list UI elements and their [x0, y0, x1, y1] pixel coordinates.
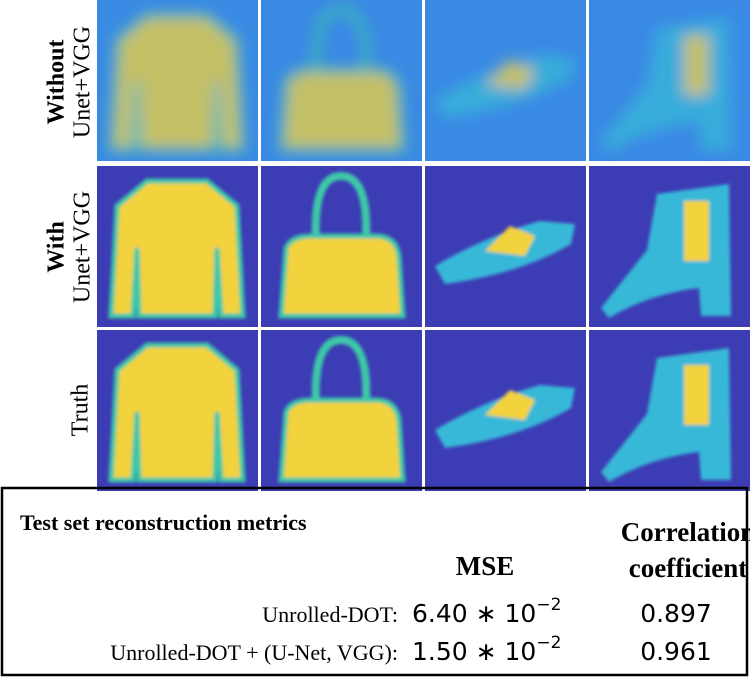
image-cell	[425, 0, 586, 161]
row-label: With	[44, 221, 70, 273]
method: Unrolled-DOT + (U-Net, VGG):	[110, 640, 398, 665]
image-cell	[589, 0, 750, 161]
bag	[281, 70, 403, 150]
mse-exponent: −2	[536, 633, 561, 653]
cell-content	[111, 15, 243, 150]
bag	[281, 400, 403, 480]
image-cell	[97, 330, 258, 491]
table-title: Test set reconstruction metrics	[20, 510, 307, 535]
boot-panel	[684, 201, 709, 261]
page: Without Unet+VGG With Unet+VGG Truth Tes…	[0, 0, 750, 677]
row-labels: Without Unet+VGG With Unet+VGG Truth	[44, 26, 96, 436]
jacket	[111, 345, 243, 480]
image-cell	[425, 330, 586, 491]
image-cell	[261, 0, 422, 161]
column-header: MSE	[456, 551, 515, 581]
mse-base: 6.40 ∗ 10	[412, 599, 536, 628]
mse: 1.50 ∗ 10−2	[412, 633, 561, 666]
cell-content	[111, 345, 243, 480]
row-label: Truth	[68, 384, 94, 436]
image-cell	[97, 0, 258, 161]
image-grid	[97, 0, 750, 491]
image-cell	[97, 166, 258, 327]
image-cell	[261, 330, 422, 491]
row-label: Without	[44, 40, 70, 125]
row-label: Unet+VGG	[70, 191, 96, 303]
figure: Without Unet+VGG With Unet+VGG Truth Tes…	[0, 0, 750, 677]
cell-content	[111, 181, 243, 316]
jacket	[111, 15, 243, 150]
jacket	[111, 181, 243, 316]
boot-panel	[684, 35, 709, 95]
image-cell	[589, 330, 750, 491]
row-label: Unet+VGG	[70, 26, 96, 138]
column-header: Correlation	[621, 517, 750, 547]
boot-panel	[684, 365, 709, 425]
column-header: coefficient	[629, 553, 747, 583]
correlation: 0.961	[640, 637, 712, 666]
mse-exponent: −2	[536, 595, 561, 615]
image-cell	[589, 166, 750, 327]
method: Unrolled-DOT:	[262, 602, 398, 627]
image-cell	[425, 166, 586, 327]
mse: 6.40 ∗ 10−2	[412, 595, 561, 628]
mse-base: 1.50 ∗ 10	[412, 637, 536, 666]
bag	[281, 236, 403, 316]
image-cell	[261, 166, 422, 327]
correlation: 0.897	[640, 599, 712, 628]
